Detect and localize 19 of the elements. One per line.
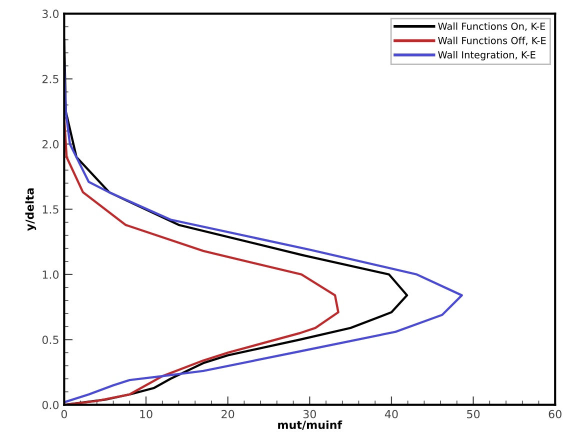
x-tick-label: 60 — [548, 410, 562, 418]
y-tick-label: 3.0 — [42, 10, 59, 18]
y-tick-label: 0.0 — [42, 400, 59, 410]
y-tick-label: 1.5 — [42, 205, 58, 214]
y-tick-label: 1.0 — [42, 270, 59, 279]
x-tick-label: 30 — [303, 410, 316, 418]
x-axis-title: mut/muinf — [278, 420, 342, 430]
legend-label: Wall Functions Off, K-E — [438, 36, 546, 46]
x-tick-label: 50 — [467, 410, 480, 418]
legend-label: Wall Integration, K-E — [438, 50, 536, 60]
y-tick-label: 2.5 — [42, 74, 58, 84]
y-axis-title: y/delta — [25, 188, 36, 231]
x-tick-label: 20 — [222, 410, 234, 418]
legend-label: Wall Functions On, K-E — [438, 22, 546, 31]
y-tick-label: 0.5 — [42, 336, 58, 344]
x-tick-label: 0 — [61, 410, 67, 418]
x-tick-label: 10 — [140, 410, 152, 418]
x-tick-label: 40 — [384, 410, 398, 418]
y-tick-label: 2.0 — [42, 140, 59, 148]
